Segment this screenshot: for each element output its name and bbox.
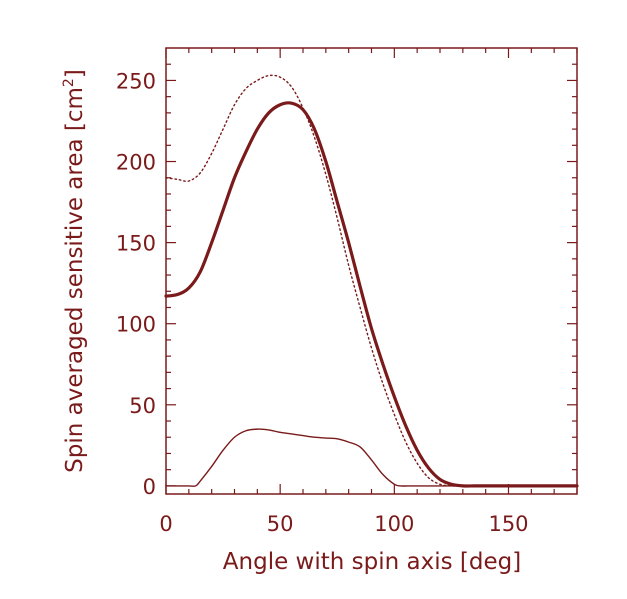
- plot-lines: [164, 74, 579, 488]
- x-tick-label: 0: [159, 512, 172, 536]
- x-axis-title: Angle with spin axis [deg]: [223, 549, 521, 575]
- y-tick-label: 0: [143, 475, 156, 499]
- y-tick-label: 250: [116, 69, 156, 93]
- y-axis-title-main: Spin averaged sensitive area [cm: [62, 87, 88, 473]
- series-line-thick: [164, 101, 579, 488]
- x-tick-label: 100: [374, 512, 414, 536]
- series-line-dotted: [165, 74, 578, 487]
- y-axis-title-superscript: 2: [61, 78, 77, 87]
- x-tick-label: 150: [488, 512, 528, 536]
- y-tick-label: 50: [129, 394, 156, 418]
- series-line-thin: [165, 428, 578, 487]
- axis-ticks: [165, 48, 578, 494]
- y-axis-title: Spin averaged sensitive area [cm2]: [61, 69, 88, 473]
- y-tick-label: 100: [116, 313, 156, 337]
- y-tick-label: 150: [116, 232, 156, 256]
- y-axis-title-close: ]: [62, 69, 88, 78]
- plot-frame: [165, 47, 578, 495]
- x-tick-label: 50: [267, 512, 294, 536]
- y-tick-label: 200: [116, 151, 156, 175]
- x-tick-labels: 0 50 100 150: [159, 512, 528, 536]
- y-tick-labels: 0 50 100 150 200 250: [116, 69, 156, 498]
